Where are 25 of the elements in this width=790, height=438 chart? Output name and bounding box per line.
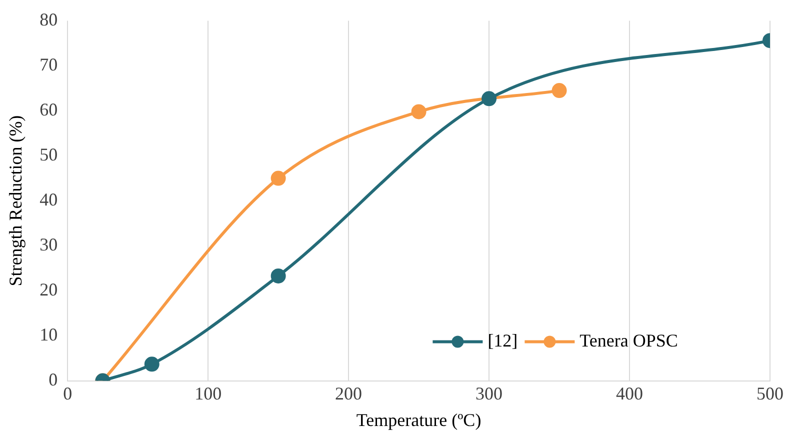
x-tick-label: 100 <box>194 383 222 404</box>
point <box>482 91 497 106</box>
x-tick-label: 500 <box>756 383 784 404</box>
point <box>270 268 286 284</box>
y-tick-label: 50 <box>40 144 58 165</box>
y-tick-label: 70 <box>40 54 58 75</box>
point <box>270 170 286 186</box>
x-tick-label: 400 <box>616 383 644 404</box>
y-tick-label: 20 <box>40 280 58 300</box>
y-tick-label: 80 <box>40 10 58 30</box>
y-tick-label: 40 <box>40 190 58 210</box>
y-tick-label: 60 <box>40 100 58 120</box>
y-tick-label: 0 <box>48 370 58 390</box>
point <box>552 83 567 98</box>
point <box>144 356 160 372</box>
point <box>411 104 426 120</box>
y-tick-label: 10 <box>40 324 58 345</box>
legend-label: Tenera OPSC <box>580 330 678 351</box>
x-tick-label: 300 <box>476 383 503 404</box>
y-tick-label: 30 <box>40 234 58 255</box>
x-axis-title: Temperature (ºC) <box>356 410 482 430</box>
legend-label: [12] <box>488 330 518 351</box>
y-axis-title: Strength Reduction (%) <box>6 115 26 286</box>
x-tick-label: 0 <box>63 383 72 404</box>
x-tick-label: 200 <box>335 383 362 404</box>
